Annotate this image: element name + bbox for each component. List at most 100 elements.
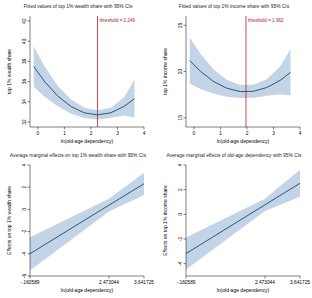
y-tick xyxy=(28,276,31,277)
y-tick-label: 20 xyxy=(178,69,183,75)
y-tick xyxy=(184,25,187,26)
y-tick-label: 2 xyxy=(22,186,27,189)
x-tick-label: 2.473044 xyxy=(99,280,119,285)
data-group xyxy=(186,170,300,270)
y-tick xyxy=(28,187,31,188)
x-tick xyxy=(300,276,301,279)
y-axis-label: top 1% income share xyxy=(162,48,168,95)
y-tick-label: 38 xyxy=(22,58,27,64)
panel: Average marginal effects of old-age depe… xyxy=(162,153,310,293)
y-tick xyxy=(28,209,31,210)
title: Fitted values of top 1% wealth share wit… xyxy=(24,4,133,9)
title: Average marginal effects on top 1% wealt… xyxy=(10,153,147,158)
threshold-line xyxy=(245,16,246,127)
y-tick xyxy=(28,165,31,166)
x-tick-label: 2.473044 xyxy=(255,280,275,285)
y-tick-label: 0 xyxy=(178,213,183,216)
x-tick xyxy=(300,127,301,130)
x-tick-label: 2 xyxy=(90,131,93,136)
x-tick-label: 0 xyxy=(193,131,196,136)
y-tick xyxy=(184,117,187,118)
y-tick-label: -4 xyxy=(178,261,183,266)
x-axis-label: ln(old-age dependency) xyxy=(217,138,270,144)
y-tick-label: 4 xyxy=(178,163,183,166)
y-tick-label: 2 xyxy=(178,188,183,191)
y-tick xyxy=(184,189,187,190)
y-axis-label: Effects on top 1% income share xyxy=(162,185,168,256)
x-tick xyxy=(220,127,221,130)
y-tick-label: 25 xyxy=(178,22,183,28)
threshold-label: threshold = 2.246 xyxy=(99,18,135,23)
fitted-line xyxy=(190,61,291,92)
ci-band xyxy=(190,37,291,98)
x-tick xyxy=(90,127,91,130)
x-tick-label: 3.641725 xyxy=(290,280,310,285)
ci-band xyxy=(34,46,135,119)
y-tick-label: 42 xyxy=(22,18,27,24)
y-tick xyxy=(28,81,31,82)
y-tick-label: 34 xyxy=(22,99,27,105)
x-tick-label: 1 xyxy=(219,131,222,136)
x-tick xyxy=(193,127,194,130)
x-axis-label: ln(old-age dependency) xyxy=(61,287,114,293)
fitted-line xyxy=(186,183,300,253)
y-tick xyxy=(28,101,31,102)
y-tick-label: -6 xyxy=(22,274,27,279)
x-axis xyxy=(186,127,300,128)
x-tick xyxy=(273,127,274,130)
y-tick xyxy=(28,253,31,254)
x-tick xyxy=(108,276,109,279)
x-tick-label: 0 xyxy=(37,131,40,136)
y-tick-label: 40 xyxy=(22,38,27,44)
threshold-line xyxy=(97,16,98,127)
x-tick xyxy=(246,127,247,130)
x-tick xyxy=(64,127,65,130)
y-tick xyxy=(184,165,187,166)
plot-area xyxy=(30,16,144,127)
x-tick-label: 3 xyxy=(116,131,119,136)
y-tick xyxy=(28,231,31,232)
x-axis-label: ln(old-age dependency) xyxy=(217,287,270,293)
y-tick-label: -2 xyxy=(178,237,183,242)
data-group xyxy=(34,16,135,127)
y-tick-label: 32 xyxy=(22,119,27,125)
x-tick xyxy=(144,276,145,279)
data-group xyxy=(30,173,144,271)
title: Fitted values of top 1% income share wit… xyxy=(179,4,290,9)
y-tick-label: 15 xyxy=(178,115,183,121)
y-axis xyxy=(186,165,187,276)
figure: Fitted values of top 1% wealth share wit… xyxy=(0,0,312,298)
panel: Fitted values of top 1% income share wit… xyxy=(162,4,302,144)
title: Average marginal effects of old-age depe… xyxy=(167,153,302,158)
x-tick-label: 1 xyxy=(63,131,66,136)
y-tick xyxy=(28,61,31,62)
x-axis xyxy=(30,127,144,128)
y-axis-label: top 1% wealth share xyxy=(6,49,12,95)
x-axis-label: ln(old-age dependency) xyxy=(61,138,114,144)
x-tick-label: 4 xyxy=(299,131,302,136)
y-axis xyxy=(30,16,31,127)
x-axis xyxy=(186,276,300,277)
y-tick xyxy=(184,239,187,240)
panel: Average marginal effects on top 1% wealt… xyxy=(6,153,154,293)
x-tick-label: 3 xyxy=(272,131,275,136)
x-tick-label: 3.641725 xyxy=(134,280,154,285)
x-axis xyxy=(30,276,144,277)
x-tick xyxy=(264,276,265,279)
x-tick-label: -.160589 xyxy=(177,280,196,285)
y-axis-label: Effects on top 1% wealth share xyxy=(6,186,12,255)
plot-area xyxy=(186,16,300,127)
x-tick xyxy=(30,276,31,279)
y-tick xyxy=(184,71,187,72)
y-tick xyxy=(184,263,187,264)
x-tick xyxy=(186,276,187,279)
ci-band xyxy=(30,173,144,271)
x-tick-label: -.160589 xyxy=(21,280,40,285)
plot-area xyxy=(30,165,144,276)
x-tick xyxy=(37,127,38,130)
x-tick-label: 2 xyxy=(246,131,249,136)
y-axis xyxy=(30,165,31,276)
fitted-line xyxy=(30,184,144,254)
y-tick xyxy=(184,214,187,215)
y-tick xyxy=(28,41,31,42)
